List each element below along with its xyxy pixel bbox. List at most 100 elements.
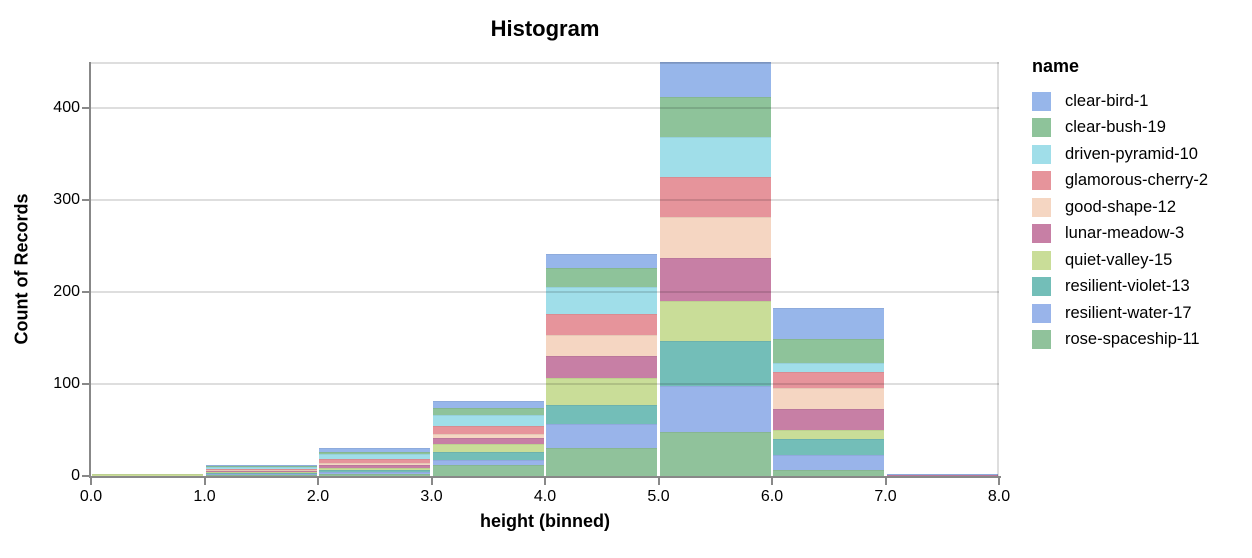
bar-segment-good-shape-12 [659,217,771,258]
x-tick-label: 3.0 [420,488,443,505]
bar-segment-quiet-valley-15 [432,443,544,453]
x-tick-label: 5.0 [647,488,670,505]
legend: name clear-bird-1 clear-bush-19 driven-pyr… [1032,56,1252,353]
axis-domain-x [89,476,1001,478]
bar-segment-rose-spaceship-11 [773,469,884,476]
bar-segment-driven-pyramid-10 [773,362,884,373]
bar-segment-clear-bird-1 [546,254,657,269]
bar-segment-resilient-violet-13 [205,473,317,475]
bar-segment-clear-bush-19 [205,465,317,467]
bar-segment-lunar-meadow-3 [205,471,317,473]
legend-item-quiet-valley-15: quiet-valley-15 [1032,247,1252,274]
bar-segment-good-shape-12 [205,470,317,472]
x-tick-mark [317,478,319,485]
y-tick-label: 400 [53,99,80,116]
bar-segment-resilient-violet-13 [546,405,657,425]
legend-swatch [1032,330,1051,350]
bar-segment-lunar-meadow-3 [773,408,884,430]
bar-segment-quiet-valley-15 [773,430,884,440]
bar-segment-clear-bird-1 [432,400,544,408]
bar-segment-quiet-valley-15 [205,472,317,474]
bar-segment-glamorous-cherry-2 [432,426,544,434]
bar-segment-rose-spaceship-11 [205,475,317,476]
x-axis-title: height (binned) [480,511,610,531]
bar-segment-glamorous-cherry-2 [659,177,771,218]
bar-segment-resilient-water-17 [659,385,771,432]
bar-segment-rose-spaceship-11 [432,464,544,476]
gridline-y-400 [91,107,999,109]
x-tick-label: 1.0 [193,488,216,505]
legend-swatch [1032,224,1051,244]
y-tick-mark [82,199,89,201]
bar-segment-lunar-meadow-3 [659,257,771,302]
bar-segment-driven-pyramid-10 [546,287,657,315]
y-tick-label: 200 [53,283,80,300]
legend-label: driven-pyramid-10 [1065,144,1198,163]
legend-label: clear-bush-19 [1065,118,1166,137]
bar-segment-driven-pyramid-10 [659,136,771,177]
legend-label: rose-spaceship-11 [1065,330,1200,349]
legend-label: good-shape-12 [1065,197,1177,216]
bar-segment-quiet-valley-15 [546,377,657,406]
bar-segment-rose-spaceship-11 [546,448,657,476]
bar-segment-resilient-water-17 [546,424,657,449]
bar-segment-glamorous-cherry-2 [205,468,317,471]
bar-segment-clear-bird-1 [886,474,998,476]
bar-segment-quiet-valley-15 [92,474,203,476]
x-tick-mark [90,478,92,485]
bar-segment-resilient-violet-13 [773,439,884,455]
legend-label: quiet-valley-15 [1065,250,1173,269]
bar-segment-clear-bush-19 [432,407,544,416]
legend-label: clear-bird-1 [1065,91,1149,110]
bar-segment-good-shape-12 [546,335,657,357]
legend-item-glamorous-cherry-2: glamorous-cherry-2 [1032,168,1252,195]
bar-segment-driven-pyramid-10 [205,466,317,469]
x-tick-label: 2.0 [306,488,330,505]
bar-segment-good-shape-12 [432,433,544,439]
x-tick-mark [430,478,433,485]
legend-item-rose-spaceship-11: rose-spaceship-11 [1032,327,1252,354]
bar-segment-resilient-violet-13 [319,469,430,473]
bar-segment-clear-bird-1 [659,62,771,97]
y-tick-mark [82,475,89,477]
x-tick-label: 4.0 [533,488,557,505]
x-tick-mark [203,478,206,485]
bar-segment-clear-bird-1 [205,464,317,466]
legend-item-clear-bird-1: clear-bird-1 [1032,88,1252,115]
x-tick-label: 8.0 [987,488,1011,505]
x-tick-mark [771,478,773,485]
x-tick-mark [998,478,1000,485]
legend-label: resilient-water-17 [1065,303,1192,322]
bar-segment-lunar-meadow-3 [319,464,430,468]
y-tick-label: 300 [53,191,80,208]
y-tick-label: 100 [53,375,80,392]
legend-label: glamorous-cherry-2 [1065,171,1209,190]
bar-segment-clear-bush-19 [546,268,657,288]
bar-segment-good-shape-12 [319,463,430,465]
legend-swatch [1032,144,1051,164]
x-tick-mark [884,478,887,485]
y-tick-mark [82,107,89,109]
legend-item-resilient-water-17: resilient-water-17 [1032,300,1252,327]
legend-label: lunar-meadow-3 [1065,224,1185,243]
bar-segment-resilient-water-17 [205,474,317,476]
legend-item-good-shape-12: good-shape-12 [1032,194,1252,221]
bar-segment-resilient-violet-13 [659,340,771,386]
x-tick-label: 7.0 [874,488,897,505]
bar-segment-resilient-water-17 [773,454,884,470]
bar-segment-rose-spaceship-11 [319,474,430,476]
y-tick-mark [82,383,89,385]
x-tick-label: 6.0 [760,488,784,505]
bar-segment-glamorous-cherry-2 [319,459,430,464]
axis-domain-y [89,62,91,478]
bar-segment-lunar-meadow-3 [546,356,657,378]
legend-swatch [1032,197,1051,217]
bar-segment-driven-pyramid-10 [432,415,544,427]
bar-segment-resilient-water-17 [319,472,430,475]
legend-label: resilient-violet-13 [1065,277,1190,296]
legend-swatch [1032,91,1051,111]
legend-swatch [1032,277,1051,297]
bar-segment-resilient-water-17 [432,460,544,465]
x-tick-mark [657,478,660,485]
bar-segment-rose-spaceship-11 [659,431,771,476]
